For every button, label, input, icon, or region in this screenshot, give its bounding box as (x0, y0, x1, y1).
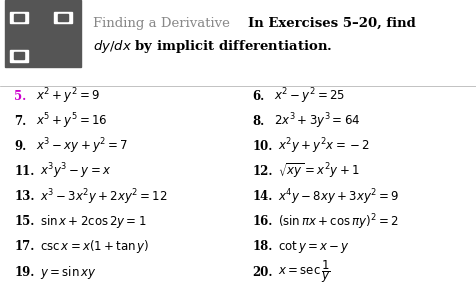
Text: 7.: 7. (14, 115, 27, 128)
Text: 5.: 5. (14, 90, 27, 103)
Text: 12.: 12. (252, 165, 273, 178)
Text: 20.: 20. (252, 266, 273, 278)
FancyBboxPatch shape (6, 47, 32, 64)
Text: In Exercises 5–20, find: In Exercises 5–20, find (248, 17, 415, 30)
Text: 19.: 19. (14, 266, 35, 278)
FancyBboxPatch shape (13, 14, 24, 21)
Text: 11.: 11. (14, 165, 35, 178)
Text: $(\sin \pi x + \cos \pi y)^2 = 2$: $(\sin \pi x + \cos \pi y)^2 = 2$ (278, 212, 399, 232)
Text: $\csc x = x(1 + \tan y)$: $\csc x = x(1 + \tan y)$ (40, 238, 150, 256)
Text: $x = \sec \dfrac{1}{y}$: $x = \sec \dfrac{1}{y}$ (278, 259, 331, 285)
Text: $x^2 - y^2 = 25$: $x^2 - y^2 = 25$ (274, 87, 345, 106)
FancyBboxPatch shape (13, 53, 24, 59)
FancyBboxPatch shape (54, 12, 72, 24)
Text: $dy/dx$ by implicit differentiation.: $dy/dx$ by implicit differentiation. (93, 38, 332, 55)
Text: $x^3 - 3x^2y + 2xy^2 = 12$: $x^3 - 3x^2y + 2xy^2 = 12$ (40, 187, 168, 207)
FancyBboxPatch shape (10, 50, 28, 62)
FancyBboxPatch shape (5, 0, 81, 67)
Text: $2x^3 + 3y^3 = 64$: $2x^3 + 3y^3 = 64$ (274, 112, 360, 131)
FancyBboxPatch shape (10, 12, 28, 24)
Text: 16.: 16. (252, 215, 273, 228)
Text: 9.: 9. (14, 140, 27, 153)
Text: $\sin x + 2\cos 2y = 1$: $\sin x + 2\cos 2y = 1$ (40, 213, 147, 230)
Text: $y = \sin xy$: $y = \sin xy$ (40, 263, 97, 281)
Text: $x^2 + y^2 = 9$: $x^2 + y^2 = 9$ (36, 87, 99, 106)
Text: 8.: 8. (252, 115, 265, 128)
Text: 15.: 15. (14, 215, 35, 228)
Text: $x^4y - 8xy + 3xy^2 = 9$: $x^4y - 8xy + 3xy^2 = 9$ (278, 187, 400, 207)
Text: $x^3 - xy + y^2 = 7$: $x^3 - xy + y^2 = 7$ (36, 137, 128, 156)
FancyBboxPatch shape (6, 9, 32, 26)
Text: 18.: 18. (252, 241, 273, 253)
Text: 13.: 13. (14, 190, 35, 203)
FancyBboxPatch shape (50, 9, 76, 26)
Text: Finding a Derivative: Finding a Derivative (93, 17, 230, 30)
Text: 14.: 14. (252, 190, 273, 203)
Text: $x^5 + y^5 = 16$: $x^5 + y^5 = 16$ (36, 112, 107, 131)
Text: 6.: 6. (252, 90, 265, 103)
Text: $\sqrt{xy} = x^2y + 1$: $\sqrt{xy} = x^2y + 1$ (278, 162, 360, 181)
Text: 17.: 17. (14, 241, 35, 253)
FancyBboxPatch shape (58, 14, 69, 21)
Text: $x^3y^3 - y = x$: $x^3y^3 - y = x$ (40, 162, 112, 181)
Text: $x^2y + y^2x = -2$: $x^2y + y^2x = -2$ (278, 137, 370, 156)
Text: $\cot y = x - y$: $\cot y = x - y$ (278, 239, 350, 255)
Text: 10.: 10. (252, 140, 273, 153)
